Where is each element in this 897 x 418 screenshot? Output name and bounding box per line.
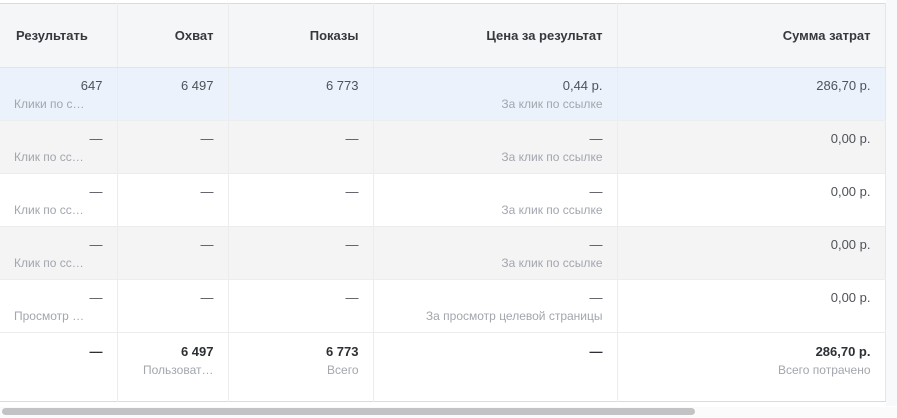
cell-sublabel: Клики по с… [14, 97, 85, 111]
table-row[interactable]: — Клик по сс… — — — За клик по ссылке 0,… [0, 120, 885, 174]
column-header-cost-per-result[interactable]: Цена за результат [372, 3, 617, 68]
cell-cost-per-result[interactable]: — За клик по ссылке [372, 226, 617, 280]
cell-value: 286,70 р. [815, 344, 871, 359]
cell-sublabel: За клик по ссылке [501, 150, 603, 164]
cell-sublabel: За клик по ссылке [501, 256, 603, 270]
cell-amount-spent[interactable]: 0,00 р. [616, 173, 885, 227]
cell-sublabel: За клик по ссылке [501, 203, 603, 217]
cell-reach[interactable]: — [116, 120, 228, 174]
cell-sublabel: Клик по сс… [14, 256, 84, 270]
totals-cell-impressions: 6 773 Всего [227, 332, 373, 402]
cell-value: — [89, 344, 103, 359]
horizontal-scrollbar[interactable] [0, 407, 897, 417]
cell-impressions[interactable]: 6 773 [227, 67, 373, 121]
ads-report-table-container: Результать Охват Показы Цена за результа… [0, 3, 886, 402]
cell-results[interactable]: — Клик по сс… [0, 120, 117, 174]
cell-value: 6 497 [180, 78, 214, 93]
cell-value: — [589, 184, 603, 199]
cell-amount-spent[interactable]: 0,00 р. [616, 279, 885, 333]
cell-value: 6 773 [325, 78, 359, 93]
cell-amount-spent[interactable]: 286,70 р. [616, 67, 885, 121]
cell-cost-per-result[interactable]: — За клик по ссылке [372, 173, 617, 227]
cell-results[interactable]: — Клик по сс… [0, 226, 117, 280]
cell-value: — [200, 290, 214, 305]
cell-sublabel: За клик по ссылке [501, 97, 603, 111]
header-row: Результать Охват Показы Цена за результа… [0, 3, 885, 68]
cell-value: — [200, 237, 214, 252]
totals-cell-results: — [0, 332, 117, 402]
cell-impressions[interactable]: — [227, 226, 373, 280]
cell-value: — [89, 290, 103, 305]
cell-reach[interactable]: 6 497 [116, 67, 228, 121]
cell-value: — [345, 131, 359, 146]
cell-value: — [589, 131, 603, 146]
cell-impressions[interactable]: — [227, 173, 373, 227]
column-header-results[interactable]: Результать [0, 3, 117, 68]
cell-sublabel: Всего потрачено [777, 363, 871, 377]
cell-value: 0,00 р. [830, 131, 871, 146]
cell-value: — [345, 237, 359, 252]
column-header-reach[interactable]: Охват [116, 3, 228, 68]
cell-value: — [589, 290, 603, 305]
cell-value: 0,00 р. [830, 290, 871, 305]
cell-value: 6 497 [180, 344, 214, 359]
cell-value: — [200, 184, 214, 199]
cell-value: — [589, 344, 603, 359]
cell-value: 647 [80, 78, 103, 93]
cell-value: 0,44 р. [562, 78, 603, 93]
cell-sublabel: Просмотр … [14, 309, 85, 323]
cell-impressions[interactable]: — [227, 279, 373, 333]
cell-cost-per-result[interactable]: 0,44 р. За клик по ссылке [372, 67, 617, 121]
cell-results[interactable]: — Клик по сс… [0, 173, 117, 227]
table-row[interactable]: — Просмотр … — — — За просмотр целевой с… [0, 279, 885, 333]
table-row[interactable]: — Клик по сс… — — — За клик по ссылке 0,… [0, 173, 885, 227]
cell-value: — [345, 184, 359, 199]
totals-cell-amount-spent: 286,70 р. Всего потрачено [616, 332, 885, 402]
cell-sublabel: Пользоват… [143, 363, 214, 377]
scrollbar-thumb[interactable] [2, 408, 695, 415]
cell-value: — [200, 131, 214, 146]
totals-row: — 6 497 Пользоват… 6 773 Всего — 286,70 … [0, 332, 885, 402]
cell-results[interactable]: — Просмотр … [0, 279, 117, 333]
cell-reach[interactable]: — [116, 279, 228, 333]
cell-sublabel: За просмотр целевой страницы [425, 309, 603, 323]
cell-cost-per-result[interactable]: — За просмотр целевой страницы [372, 279, 617, 333]
cell-value: — [589, 237, 603, 252]
totals-cell-cost-per-result: — [372, 332, 617, 402]
cell-impressions[interactable]: — [227, 120, 373, 174]
column-header-impressions[interactable]: Показы [227, 3, 373, 68]
table-row[interactable]: — Клик по сс… — — — За клик по ссылке 0,… [0, 226, 885, 280]
cell-reach[interactable]: — [116, 173, 228, 227]
cell-value: — [89, 237, 103, 252]
cell-value: 0,00 р. [830, 237, 871, 252]
cell-sublabel: Клик по сс… [14, 150, 84, 164]
cell-value: 0,00 р. [830, 184, 871, 199]
cell-sublabel: Всего [327, 363, 359, 377]
column-header-amount-spent[interactable]: Сумма затрат [616, 3, 885, 68]
cell-value: 6 773 [325, 344, 359, 359]
cell-amount-spent[interactable]: 0,00 р. [616, 226, 885, 280]
cell-sublabel: Клик по сс… [14, 203, 84, 217]
cell-value: — [345, 290, 359, 305]
table-row[interactable]: 647 Клики по с… 6 497 6 773 0,44 р. За к… [0, 67, 885, 121]
cell-reach[interactable]: — [116, 226, 228, 280]
cell-cost-per-result[interactable]: — За клик по ссылке [372, 120, 617, 174]
ads-report-table: Результать Охват Показы Цена за результа… [0, 3, 886, 402]
cell-value: — [89, 131, 103, 146]
cell-results[interactable]: 647 Клики по с… [0, 67, 117, 121]
cell-value: 286,70 р. [816, 78, 871, 93]
right-gutter [886, 0, 897, 406]
cell-value: — [89, 184, 103, 199]
cell-amount-spent[interactable]: 0,00 р. [616, 120, 885, 174]
totals-cell-reach: 6 497 Пользоват… [116, 332, 228, 402]
